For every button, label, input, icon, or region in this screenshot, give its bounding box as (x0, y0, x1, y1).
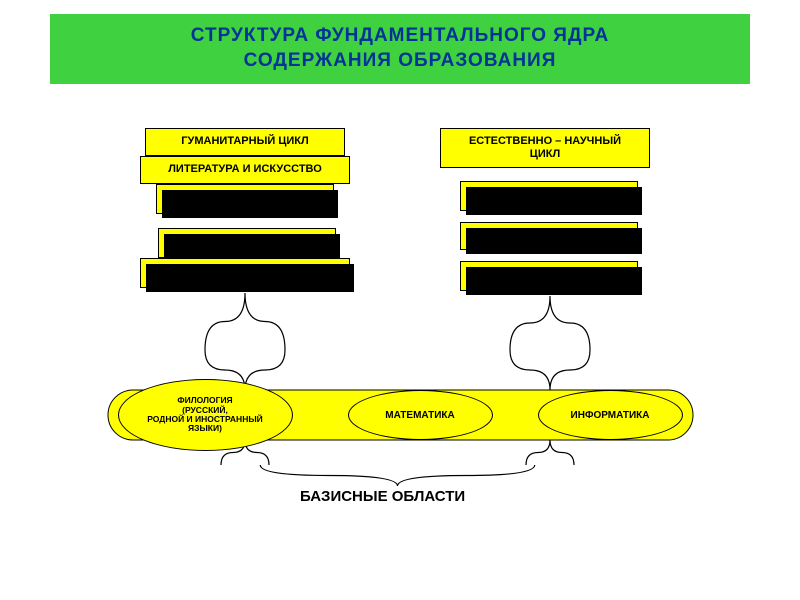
left-box-3: ИСТОРИЯ (158, 228, 336, 258)
header-title: СТРУКТУРА ФУНДАМЕНТАЛЬНОГО ЯДРА СОДЕРЖАН… (191, 24, 609, 73)
right-box-2: ХИМИЯ (460, 222, 638, 250)
left-box-4: ОБЩЕСТВОЗНАНИЕ (140, 258, 350, 288)
right-box-0: ЕСТЕСТВЕННО – НАУЧНЫЙ ЦИКЛ (440, 128, 650, 168)
left-box-0: ГУМАНИТАРНЫЙ ЦИКЛ (145, 128, 345, 156)
header-line2: СОДЕРЖАНИЯ ОБРАЗОВАНИЯ (244, 50, 557, 71)
ellipse-0: ФИЛОЛОГИЯ (РУССКИЙ, РОДНОЙ И ИНОСТРАННЫЙ… (118, 379, 293, 451)
header-line1: СТРУКТУРА ФУНДАМЕНТАЛЬНОГО ЯДРА (191, 25, 609, 46)
ellipse-2: ИНФОРМАТИКА (538, 390, 683, 440)
ellipse-1: МАТЕМАТИКА (348, 390, 493, 440)
footer-label: БАЗИСНЫЕ ОБЛАСТИ (300, 488, 465, 505)
connectors-layer (0, 0, 800, 600)
header-band: СТРУКТУРА ФУНДАМЕНТАЛЬНОГО ЯДРА СОДЕРЖАН… (50, 14, 750, 84)
left-box-2: ГЕОГРАФИЯ (156, 184, 334, 214)
left-box-1: ЛИТЕРАТУРА И ИСКУССТВО (140, 156, 350, 184)
right-box-1: ФИЗИКА (460, 181, 638, 211)
right-box-3: БИОЛОГИЯ (460, 261, 638, 291)
